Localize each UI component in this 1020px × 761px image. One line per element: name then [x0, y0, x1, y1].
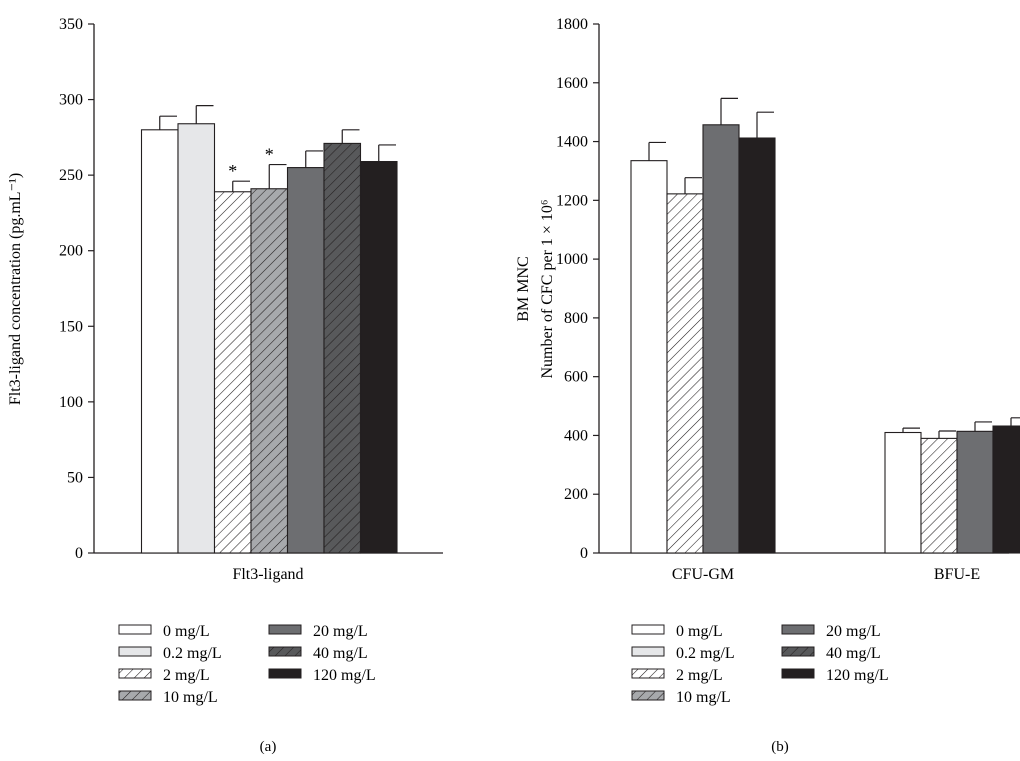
- legend-label-b: 2 mg/L: [676, 667, 723, 684]
- bars-b: [630, 97, 1020, 554]
- legend-label-b: 10 mg/L: [676, 689, 731, 706]
- y-axis-label-b-line2: Number of CFC per 1 × 10⁶: [539, 199, 556, 378]
- legend-swatch-a: [268, 646, 302, 657]
- bars-a: **: [140, 105, 398, 554]
- legend-swatch-a: [118, 668, 152, 679]
- legend-swatch-b: [631, 668, 665, 679]
- legend-swatch-b: [631, 690, 665, 701]
- panel-label-b: (b): [771, 739, 789, 755]
- legend-label-b: 40 mg/L: [826, 645, 881, 662]
- bar-b-2-mg-l-bfu-e: [920, 437, 958, 554]
- legend-label-b: 0 mg/L: [676, 623, 723, 640]
- bar-a-10-mg-l: [250, 188, 289, 554]
- y-tick-label-b: 1200: [556, 192, 588, 209]
- y-tick-label-b: 800: [564, 310, 588, 327]
- legend-label-a: 0 mg/L: [163, 623, 210, 640]
- bar-a-0-mg-l: [140, 129, 179, 554]
- legend-a: 0 mg/L 0.2 mg/L 2 mg/L 10 mg/L 20 mg/L 40 mg/…: [118, 623, 376, 706]
- panel-label-a: (a): [260, 739, 277, 755]
- bar-a-0-2-mg-l: [177, 123, 216, 554]
- significance-marker: *: [228, 161, 237, 181]
- bar-a-40-mg-l: [323, 142, 362, 554]
- legend-swatch-b: [781, 646, 815, 657]
- legend-swatch-b: [781, 668, 815, 679]
- y-tick-label-b: 400: [564, 427, 588, 444]
- legend-label-b: 20 mg/L: [826, 623, 881, 640]
- legend-label-b: 120 mg/L: [826, 667, 889, 684]
- legend-b: 0 mg/L 0.2 mg/L 2 mg/L 10 mg/L 20 mg/L 40 mg/…: [631, 623, 889, 706]
- y-tick-label-a: 350: [59, 16, 83, 33]
- y-axis-label-a: Flt3-ligand concentration (pg.mL⁻¹): [7, 173, 24, 405]
- y-tick-label-a: 150: [59, 318, 83, 335]
- y-tick-label-b: 200: [564, 486, 588, 503]
- category-labels-b: CFU-GM BFU-E: [672, 566, 980, 583]
- bar-b-120-mg-l-bfu-e: [992, 425, 1020, 554]
- legend-label-b: 0.2 mg/L: [676, 645, 735, 662]
- significance-marker: *: [265, 145, 274, 165]
- y-tick-label-b: 0: [580, 545, 588, 562]
- y-tick-label-a: 50: [67, 469, 83, 486]
- y-tick-label-b: 1400: [556, 134, 588, 151]
- bar-a-2-mg-l: [213, 191, 252, 554]
- y-axis-label-b-line1: BM MNC: [515, 256, 532, 321]
- category-label-b: BFU-E: [934, 566, 980, 583]
- bar-a-20-mg-l: [286, 167, 325, 554]
- bar-b-120-mg-l-cfu-gm: [738, 137, 776, 554]
- legend-swatch-b: [631, 646, 665, 657]
- legend-label-a: 10 mg/L: [163, 689, 218, 706]
- legend-label-a: 2 mg/L: [163, 667, 210, 684]
- bar-b-20-mg-l-bfu-e: [956, 430, 994, 554]
- legend-swatch-a: [268, 624, 302, 635]
- chart-panel-b: 0 200 400 600 800 1000 1200 1400 1600 1800 BM MNC…: [515, 16, 1020, 755]
- axes-a: 0 50 100 150 200 250 300 350: [59, 16, 443, 562]
- bar-a-120-mg-l: [359, 160, 398, 554]
- y-tick-label-b: 600: [564, 369, 588, 386]
- y-tick-label-a: 250: [59, 167, 83, 184]
- legend-swatch-a: [118, 646, 152, 657]
- y-tick-label-b: 1600: [556, 75, 588, 92]
- legend-swatch-a: [268, 668, 302, 679]
- bar-b-0-mg-l-cfu-gm: [630, 160, 668, 554]
- legend-swatch-b: [631, 624, 665, 635]
- category-label-a: Flt3-ligand: [232, 566, 303, 583]
- y-tick-label-b: 1000: [556, 251, 588, 268]
- y-tick-label-b: 1800: [556, 16, 588, 33]
- bar-b-0-mg-l-bfu-e: [884, 431, 922, 554]
- legend-label-a: 40 mg/L: [313, 645, 368, 662]
- legend-swatch-a: [118, 624, 152, 635]
- legend-label-a: 20 mg/L: [313, 623, 368, 640]
- legend-label-a: 0.2 mg/L: [163, 645, 222, 662]
- legend-swatch-b: [781, 624, 815, 635]
- y-tick-label-a: 200: [59, 243, 83, 260]
- category-label-b: CFU-GM: [672, 566, 734, 583]
- bar-b-20-mg-l-cfu-gm: [702, 124, 740, 554]
- bar-b-2-mg-l-cfu-gm: [666, 193, 704, 554]
- y-tick-label-a: 300: [59, 92, 83, 109]
- y-tick-label-a: 100: [59, 394, 83, 411]
- y-tick-label-a: 0: [75, 545, 83, 562]
- legend-label-a: 120 mg/L: [313, 667, 376, 684]
- legend-swatch-a: [118, 690, 152, 701]
